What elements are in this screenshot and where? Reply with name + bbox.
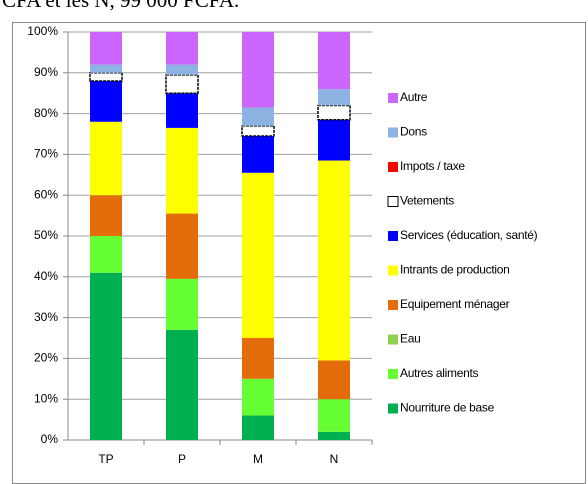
- x-tick-label: TP: [98, 452, 113, 466]
- bar-segment: [90, 121, 122, 196]
- bar-segment: [317, 104, 351, 121]
- bar-segment: [242, 172, 274, 338]
- y-tick-label: 80%: [34, 106, 58, 120]
- x-tick-label: P: [178, 452, 186, 466]
- bar-segment: [166, 32, 198, 65]
- bar-segment: [318, 89, 350, 106]
- legend-label: Eau: [400, 332, 420, 346]
- bar-segment: [90, 32, 122, 65]
- legend-swatch: [388, 127, 398, 138]
- y-tick-label: 100%: [27, 24, 58, 38]
- bar-segment: [318, 160, 350, 361]
- x-tick-label: N: [330, 452, 339, 466]
- y-tick-label: 0%: [41, 432, 59, 446]
- bar-segment: [242, 32, 274, 108]
- bar-segment: [166, 93, 198, 128]
- bar-segment: [242, 107, 274, 126]
- y-tick-label: 40%: [34, 269, 58, 283]
- bar-segment: [241, 125, 275, 137]
- y-tick-label: 30%: [34, 310, 58, 324]
- y-tick-label: 70%: [34, 147, 58, 161]
- bar-segment: [166, 213, 198, 279]
- legend-swatch: [388, 162, 398, 172]
- bar-segment: [318, 431, 350, 440]
- legend-swatch: [388, 93, 398, 103]
- y-tick-label: 90%: [34, 65, 58, 79]
- y-tick-label: 10%: [34, 391, 58, 405]
- legend-label: Dons: [400, 125, 427, 139]
- legend-label: Autres aliments: [400, 366, 478, 380]
- bar-segment: [318, 399, 350, 432]
- bar-segment: [318, 360, 350, 400]
- legend-label: Services (éducation, santé): [400, 228, 538, 242]
- bar-segment: [242, 378, 274, 416]
- legend-label: Nourriture de base: [400, 401, 495, 415]
- legend-label: Autre: [400, 90, 428, 104]
- bar-segment: [166, 64, 198, 75]
- legend-label: Equipement ménager: [400, 297, 510, 311]
- legend-label: Impots / taxe: [400, 159, 465, 173]
- bar-segment: [166, 329, 198, 440]
- y-tick-label: 60%: [34, 187, 58, 201]
- legend-label: Intrants de production: [400, 263, 509, 277]
- bar-segment: [90, 80, 122, 122]
- bar-segment: [90, 195, 122, 236]
- x-tick-label: M: [253, 452, 263, 466]
- bar-segment: [166, 127, 198, 214]
- bar-segment: [90, 272, 122, 440]
- bar-segment: [90, 236, 122, 273]
- legend-swatch: [388, 334, 398, 345]
- legend-swatch: [388, 369, 398, 379]
- bar-segment: [242, 136, 274, 173]
- bar-segment: [90, 64, 122, 73]
- bar-segment: [89, 72, 123, 82]
- legend-swatch: [388, 231, 398, 241]
- legend-swatch: [388, 300, 398, 310]
- bar-segment: [318, 119, 350, 161]
- y-tick-label: 50%: [34, 228, 58, 242]
- bar-segment: [165, 74, 199, 94]
- legend-swatch: [387, 196, 399, 207]
- bar-segment: [242, 338, 274, 379]
- y-tick-label: 20%: [34, 351, 58, 365]
- caption: CFA et les N, 99 000 FCFA.: [2, 0, 239, 12]
- bar-segment: [242, 415, 274, 440]
- legend-swatch: [388, 403, 398, 414]
- legend-label: Vetements: [400, 194, 454, 208]
- bar-segment: [318, 32, 350, 90]
- bar-segment: [166, 278, 198, 330]
- legend-swatch: [388, 265, 398, 276]
